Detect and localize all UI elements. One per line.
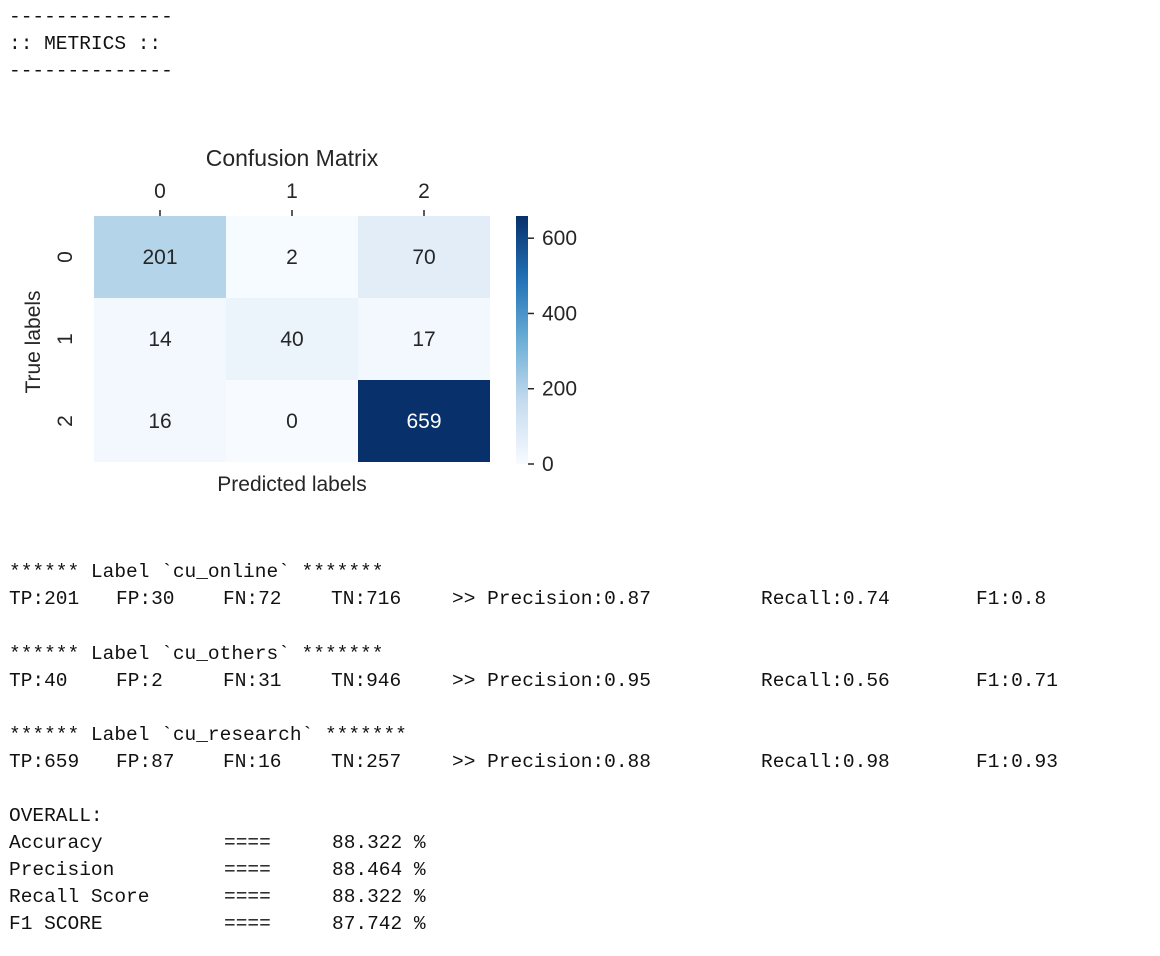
cell-value-label: 40 bbox=[280, 328, 303, 351]
x-tick-label: 0 bbox=[154, 180, 166, 203]
metric-tp: TP:659 bbox=[9, 751, 80, 773]
overall-sep: ==== bbox=[224, 886, 271, 908]
colorbar-tick-label: 200 bbox=[542, 378, 577, 401]
x-axis-label: Predicted labels bbox=[217, 473, 366, 496]
y-axis-label: True labels bbox=[22, 290, 45, 393]
metric-tp: TP:201 bbox=[9, 588, 80, 610]
overall-value: 87.742 % bbox=[332, 913, 426, 935]
colorbar-tick-label: 600 bbox=[542, 227, 577, 250]
overall-value: 88.464 % bbox=[332, 859, 426, 881]
heatmap-cell bbox=[358, 298, 490, 380]
metric-precision: >> Precision:0.95 bbox=[452, 669, 651, 692]
metric-tn: TN:716 bbox=[331, 588, 402, 610]
overall-title: OVERALL: bbox=[9, 805, 103, 827]
header-rule-top: -------------- bbox=[9, 6, 173, 28]
overall-name: Accuracy bbox=[9, 832, 103, 854]
y-tick-label: 2 bbox=[54, 415, 77, 427]
cell-value-label: 2 bbox=[286, 246, 298, 269]
metric-fp: FP:30 bbox=[116, 588, 175, 610]
metric-fn: FN:72 bbox=[223, 588, 282, 610]
metric-recall: Recall:0.98 bbox=[761, 751, 890, 773]
metric-precision: >> Precision:0.87 bbox=[452, 588, 651, 610]
overall-sep: ==== bbox=[224, 913, 271, 935]
heatmap-cell bbox=[94, 216, 226, 298]
cell-value-label: 16 bbox=[148, 410, 171, 433]
chart-title: Confusion Matrix bbox=[206, 145, 379, 171]
y-tick-label: 0 bbox=[54, 251, 77, 263]
heatmap-cell bbox=[94, 380, 226, 462]
label-header: ****** Label `cu_others` ******* bbox=[9, 642, 384, 665]
overall-sep: ==== bbox=[224, 859, 271, 881]
heatmap-cell bbox=[226, 380, 358, 462]
colorbar-tick-label: 0 bbox=[542, 453, 554, 476]
label-header: ****** Label `cu_research` ******* bbox=[9, 724, 407, 746]
cell-value-label: 14 bbox=[148, 328, 172, 351]
overall-name: F1 SCORE bbox=[9, 913, 103, 935]
heatmap-cell bbox=[226, 298, 358, 380]
overall-name: Precision bbox=[9, 859, 115, 881]
metric-fp: FP:87 bbox=[116, 751, 175, 773]
x-tick-label: 2 bbox=[418, 180, 430, 203]
label-header: ****** Label `cu_online` ******* bbox=[9, 561, 384, 583]
y-tick-label: 1 bbox=[54, 333, 77, 345]
overall-name: Recall Score bbox=[9, 886, 150, 908]
metric-precision: >> Precision:0.88 bbox=[452, 751, 651, 773]
heatmap-cell bbox=[226, 216, 358, 298]
metric-fn: FN:31 bbox=[223, 669, 282, 692]
overall-sep: ==== bbox=[224, 832, 271, 854]
metric-tp: TP:40 bbox=[9, 669, 68, 692]
cell-value-label: 659 bbox=[406, 410, 441, 433]
colorbar bbox=[516, 216, 528, 464]
metric-fn: FN:16 bbox=[223, 751, 282, 773]
cell-value-label: 0 bbox=[286, 410, 298, 433]
metric-tn: TN:257 bbox=[331, 751, 402, 773]
cell-value-label: 201 bbox=[142, 246, 177, 269]
overall-value: 88.322 % bbox=[332, 832, 426, 854]
heatmap-cell bbox=[358, 216, 490, 298]
metric-fp: FP:2 bbox=[116, 669, 163, 692]
metric-f1: F1:0.8 bbox=[976, 588, 1047, 610]
metric-f1: F1:0.71 bbox=[976, 669, 1058, 692]
header-rule-bottom: -------------- bbox=[9, 60, 173, 82]
x-tick-label: 1 bbox=[286, 180, 298, 203]
metric-tn: TN:946 bbox=[331, 669, 402, 692]
cell-value-label: 70 bbox=[412, 246, 435, 269]
cell-value-label: 17 bbox=[412, 328, 435, 351]
metric-f1: F1:0.93 bbox=[976, 751, 1058, 773]
heatmap-cell bbox=[358, 380, 490, 462]
metric-recall: Recall:0.56 bbox=[761, 669, 890, 692]
overall-value: 88.322 % bbox=[332, 886, 426, 908]
metrics-title: :: METRICS :: bbox=[9, 33, 162, 55]
heatmap-cell bbox=[94, 298, 226, 380]
colorbar-tick-label: 400 bbox=[542, 302, 577, 325]
metric-recall: Recall:0.74 bbox=[761, 588, 890, 610]
